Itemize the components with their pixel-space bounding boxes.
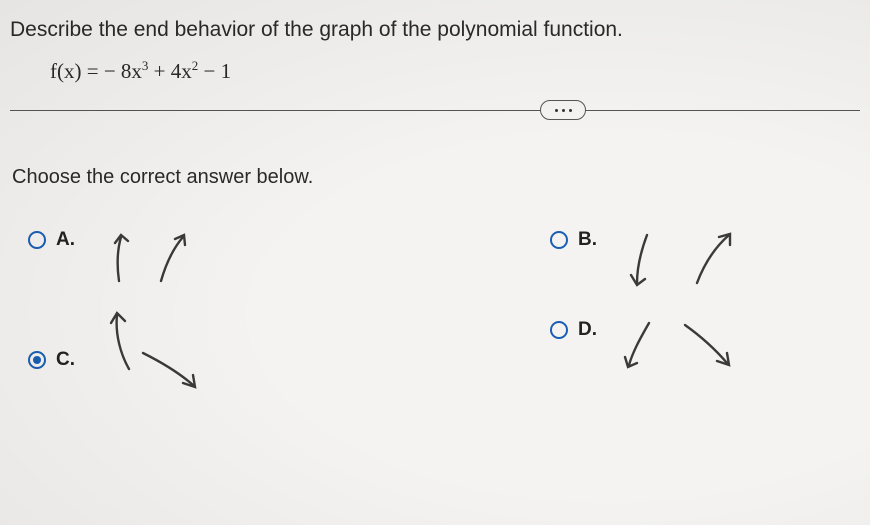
formula-prefix: f(x) = − 8x	[50, 59, 142, 83]
arrows-up-up-icon	[91, 229, 231, 299]
arrows-down-up-icon	[613, 229, 753, 299]
arrows-down-down-icon	[613, 319, 753, 379]
option-d[interactable]: D.	[550, 319, 753, 379]
dot-icon	[569, 109, 572, 112]
formula: f(x) = − 8x3 + 4x2 − 1	[50, 58, 860, 84]
option-d-label: D.	[578, 319, 597, 341]
formula-suffix: − 1	[198, 59, 231, 83]
dot-icon	[555, 109, 558, 112]
radio-d[interactable]	[550, 321, 568, 339]
option-b[interactable]: B.	[550, 229, 753, 299]
option-a-label: A.	[56, 229, 75, 251]
more-options-button[interactable]	[540, 100, 586, 120]
options-container: A. B. C.	[10, 229, 860, 509]
radio-a[interactable]	[28, 231, 46, 249]
dot-icon	[562, 109, 565, 112]
radio-b[interactable]	[550, 231, 568, 249]
arrows-up-down-icon	[85, 305, 225, 395]
divider-wrap	[10, 110, 860, 134]
option-a[interactable]: A.	[28, 229, 231, 299]
question-text: Describe the end behavior of the graph o…	[10, 18, 860, 42]
option-c[interactable]: C.	[28, 349, 225, 395]
option-b-label: B.	[578, 229, 597, 251]
option-c-label: C.	[56, 349, 75, 371]
radio-c[interactable]	[28, 351, 46, 369]
divider	[10, 110, 860, 111]
formula-mid: + 4x	[148, 59, 191, 83]
choose-prompt: Choose the correct answer below.	[12, 166, 860, 189]
